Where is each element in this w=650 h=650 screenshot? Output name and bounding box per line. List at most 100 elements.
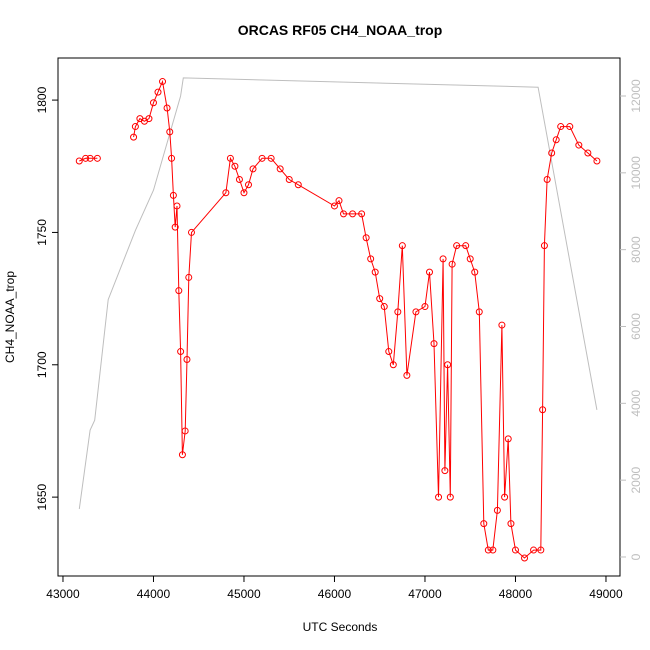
data-point	[475, 308, 483, 316]
data-point	[330, 202, 338, 210]
data-point	[145, 115, 153, 123]
data-point	[480, 520, 488, 528]
data-point	[183, 355, 191, 363]
data-point	[446, 493, 454, 501]
y2-tick-label: 4000	[629, 390, 643, 417]
data-point	[584, 149, 592, 157]
data-point	[154, 88, 162, 96]
data-point	[249, 165, 257, 173]
data-point	[566, 123, 574, 131]
series-line	[78, 77, 598, 510]
data-point	[231, 162, 239, 170]
x-tick-label: 43000	[46, 587, 80, 601]
data-point	[498, 321, 506, 329]
data-point	[471, 268, 479, 276]
data-point	[511, 546, 519, 554]
data-point	[335, 197, 343, 205]
data-point	[131, 123, 139, 131]
series-line	[79, 79, 598, 559]
data-point	[294, 181, 302, 189]
data-point	[394, 308, 402, 316]
data-point	[389, 361, 397, 369]
data-point	[358, 210, 366, 218]
data-point	[185, 273, 193, 281]
y-tick-label: 1700	[35, 351, 49, 378]
data-point	[349, 210, 357, 218]
data-point	[448, 260, 456, 268]
chart-title: ORCAS RF05 CH4_NOAA_trop	[238, 22, 443, 38]
data-point	[367, 255, 375, 263]
data-point	[484, 546, 492, 554]
data-point	[245, 181, 253, 189]
data-point	[173, 202, 181, 210]
data-point	[159, 78, 167, 86]
data-point	[226, 154, 234, 162]
data-point	[168, 154, 176, 162]
data-point	[362, 234, 370, 242]
data-point	[412, 308, 420, 316]
data-point	[385, 348, 393, 356]
y2-tick-label: 6000	[629, 313, 643, 340]
data-point	[466, 255, 474, 263]
x-tick-label: 47000	[408, 587, 442, 601]
data-point	[178, 451, 186, 459]
data-point	[439, 255, 447, 263]
x-tick-label: 48000	[499, 587, 533, 601]
y2-tick-label: 12000	[629, 79, 643, 113]
data-point	[340, 210, 348, 218]
data-point	[380, 303, 388, 311]
data-point	[130, 133, 138, 141]
data-point	[507, 520, 515, 528]
data-point	[521, 554, 529, 562]
data-point	[86, 154, 94, 162]
data-point	[530, 546, 538, 554]
data-point	[376, 295, 384, 303]
data-point	[177, 348, 185, 356]
data-point	[166, 128, 174, 136]
data-point	[557, 123, 565, 131]
data-point	[82, 154, 90, 162]
data-point	[371, 268, 379, 276]
x-tick-label: 49000	[589, 587, 623, 601]
data-point	[175, 287, 183, 295]
x-axis-label: UTC Seconds	[303, 620, 378, 634]
data-point	[163, 104, 171, 112]
data-point	[543, 175, 551, 183]
data-point	[539, 406, 547, 414]
data-point	[425, 268, 433, 276]
data-point	[537, 546, 545, 554]
data-point	[285, 175, 293, 183]
data-point	[169, 191, 177, 199]
y2-tick-label: 8000	[629, 236, 643, 263]
data-point	[441, 467, 449, 475]
data-point	[540, 242, 548, 250]
data-point	[501, 493, 509, 501]
x-tick-label: 44000	[137, 587, 171, 601]
data-point	[421, 303, 429, 311]
data-point	[489, 546, 497, 554]
data-point	[403, 371, 411, 379]
data-point	[149, 99, 157, 107]
data-point	[240, 189, 248, 197]
data-point	[493, 506, 501, 514]
y-axis-label: CH4_NOAA_trop	[3, 271, 17, 363]
data-point	[593, 157, 601, 165]
data-point	[187, 228, 195, 236]
data-point	[171, 223, 179, 231]
data-point	[267, 154, 275, 162]
y2-tick-label: 0	[629, 553, 643, 560]
data-point	[276, 165, 284, 173]
y-tick-label: 1650	[35, 483, 49, 510]
data-point	[462, 242, 470, 250]
data-point	[444, 361, 452, 369]
data-point	[504, 435, 512, 443]
y-tick-label: 1750	[35, 219, 49, 246]
y-tick-label: 1800	[35, 86, 49, 113]
y2-tick-label: 2000	[629, 466, 643, 493]
data-point	[398, 242, 406, 250]
data-point	[235, 175, 243, 183]
data-point	[430, 340, 438, 348]
plot-frame	[57, 57, 621, 577]
data-point	[435, 493, 443, 501]
